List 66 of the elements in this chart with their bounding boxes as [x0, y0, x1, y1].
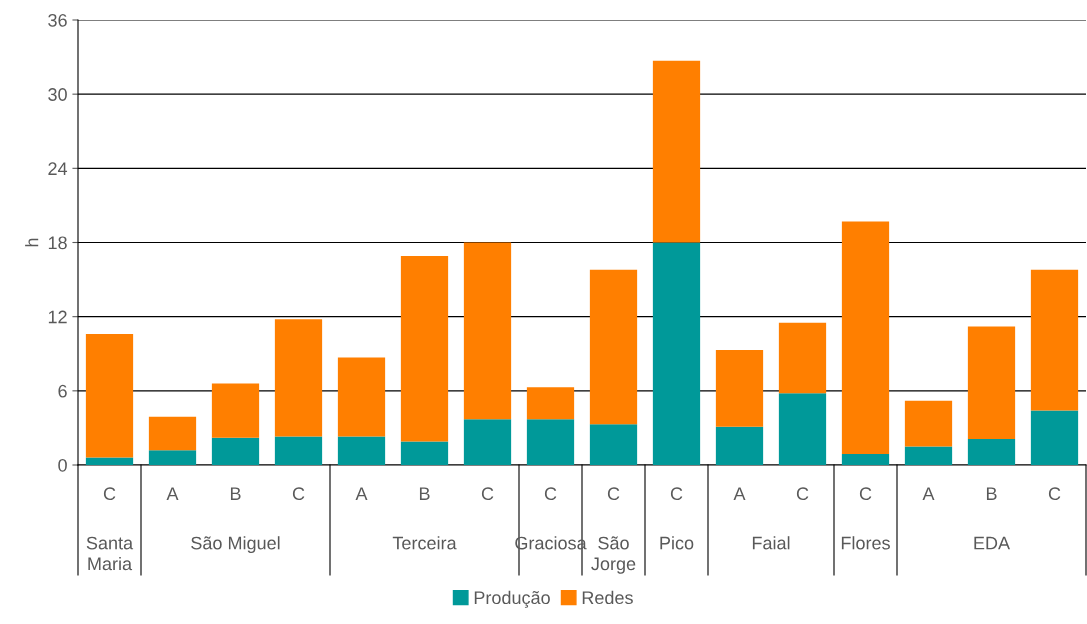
bar	[841, 221, 890, 454]
bar	[589, 424, 638, 465]
bar	[652, 60, 701, 243]
bar	[841, 453, 890, 465]
y-tick-label: 36	[48, 13, 67, 27]
bar	[400, 441, 449, 465]
bar	[148, 416, 197, 451]
bar	[904, 400, 953, 447]
text: São Jorge	[591, 536, 636, 574]
x-tick-label: C	[481, 487, 494, 501]
bar	[337, 436, 386, 465]
legend-label: Produção	[474, 590, 550, 608]
bar	[400, 256, 449, 442]
bar	[211, 383, 260, 438]
bar	[211, 437, 260, 465]
y-tick-label: 6	[58, 384, 67, 398]
bar	[526, 387, 575, 420]
text: Santa Maria	[86, 536, 134, 571]
x-tick-label: C	[1048, 487, 1061, 501]
x-tick-label: C	[607, 487, 620, 501]
x-tick-label: A	[922, 487, 935, 500]
bar	[1030, 269, 1079, 411]
x-tick-label: C	[292, 487, 305, 501]
bar	[715, 426, 764, 465]
y-tick-label: 18	[48, 236, 67, 250]
bar	[652, 242, 701, 465]
x-tick-label: B	[230, 487, 241, 500]
text: Pico	[660, 536, 694, 550]
bar	[337, 357, 386, 437]
x-tick-label: A	[355, 487, 368, 500]
bar	[904, 446, 953, 465]
bar	[778, 322, 827, 394]
text: Flores	[841, 536, 890, 550]
x-tick-label: A	[166, 487, 179, 500]
x-tick-label: A	[733, 487, 746, 500]
text: EDA	[974, 536, 1011, 550]
bar	[274, 436, 323, 465]
y-tick-label: 0	[58, 458, 67, 472]
y-tick-label: 12	[48, 310, 67, 324]
bar	[274, 319, 323, 437]
x-tick-label: C	[859, 487, 872, 501]
bar	[1030, 410, 1079, 465]
legend-label: Redes	[582, 590, 633, 605]
text: Terceira	[392, 536, 457, 550]
text: São Miguel	[191, 536, 280, 554]
bar	[85, 457, 134, 465]
bar	[85, 333, 134, 458]
x-tick-label: C	[103, 487, 116, 501]
x-tick-label: C	[544, 487, 557, 501]
bar	[148, 450, 197, 465]
bar	[589, 269, 638, 425]
bar	[967, 326, 1016, 440]
x-tick-label: B	[986, 487, 997, 500]
y-tick-label: 30	[48, 88, 67, 101]
bar	[463, 419, 512, 465]
bar	[778, 393, 827, 465]
x-tick-label: B	[419, 487, 430, 500]
x-tick-label: C	[796, 487, 809, 501]
y-axis-title: h	[25, 238, 39, 247]
y-tick-label: 24	[48, 162, 68, 175]
text: Faial	[752, 536, 790, 550]
bar	[463, 242, 512, 420]
bar	[715, 350, 764, 427]
x-tick-label: C	[670, 487, 683, 501]
bar	[526, 419, 575, 465]
bar	[967, 439, 1016, 465]
